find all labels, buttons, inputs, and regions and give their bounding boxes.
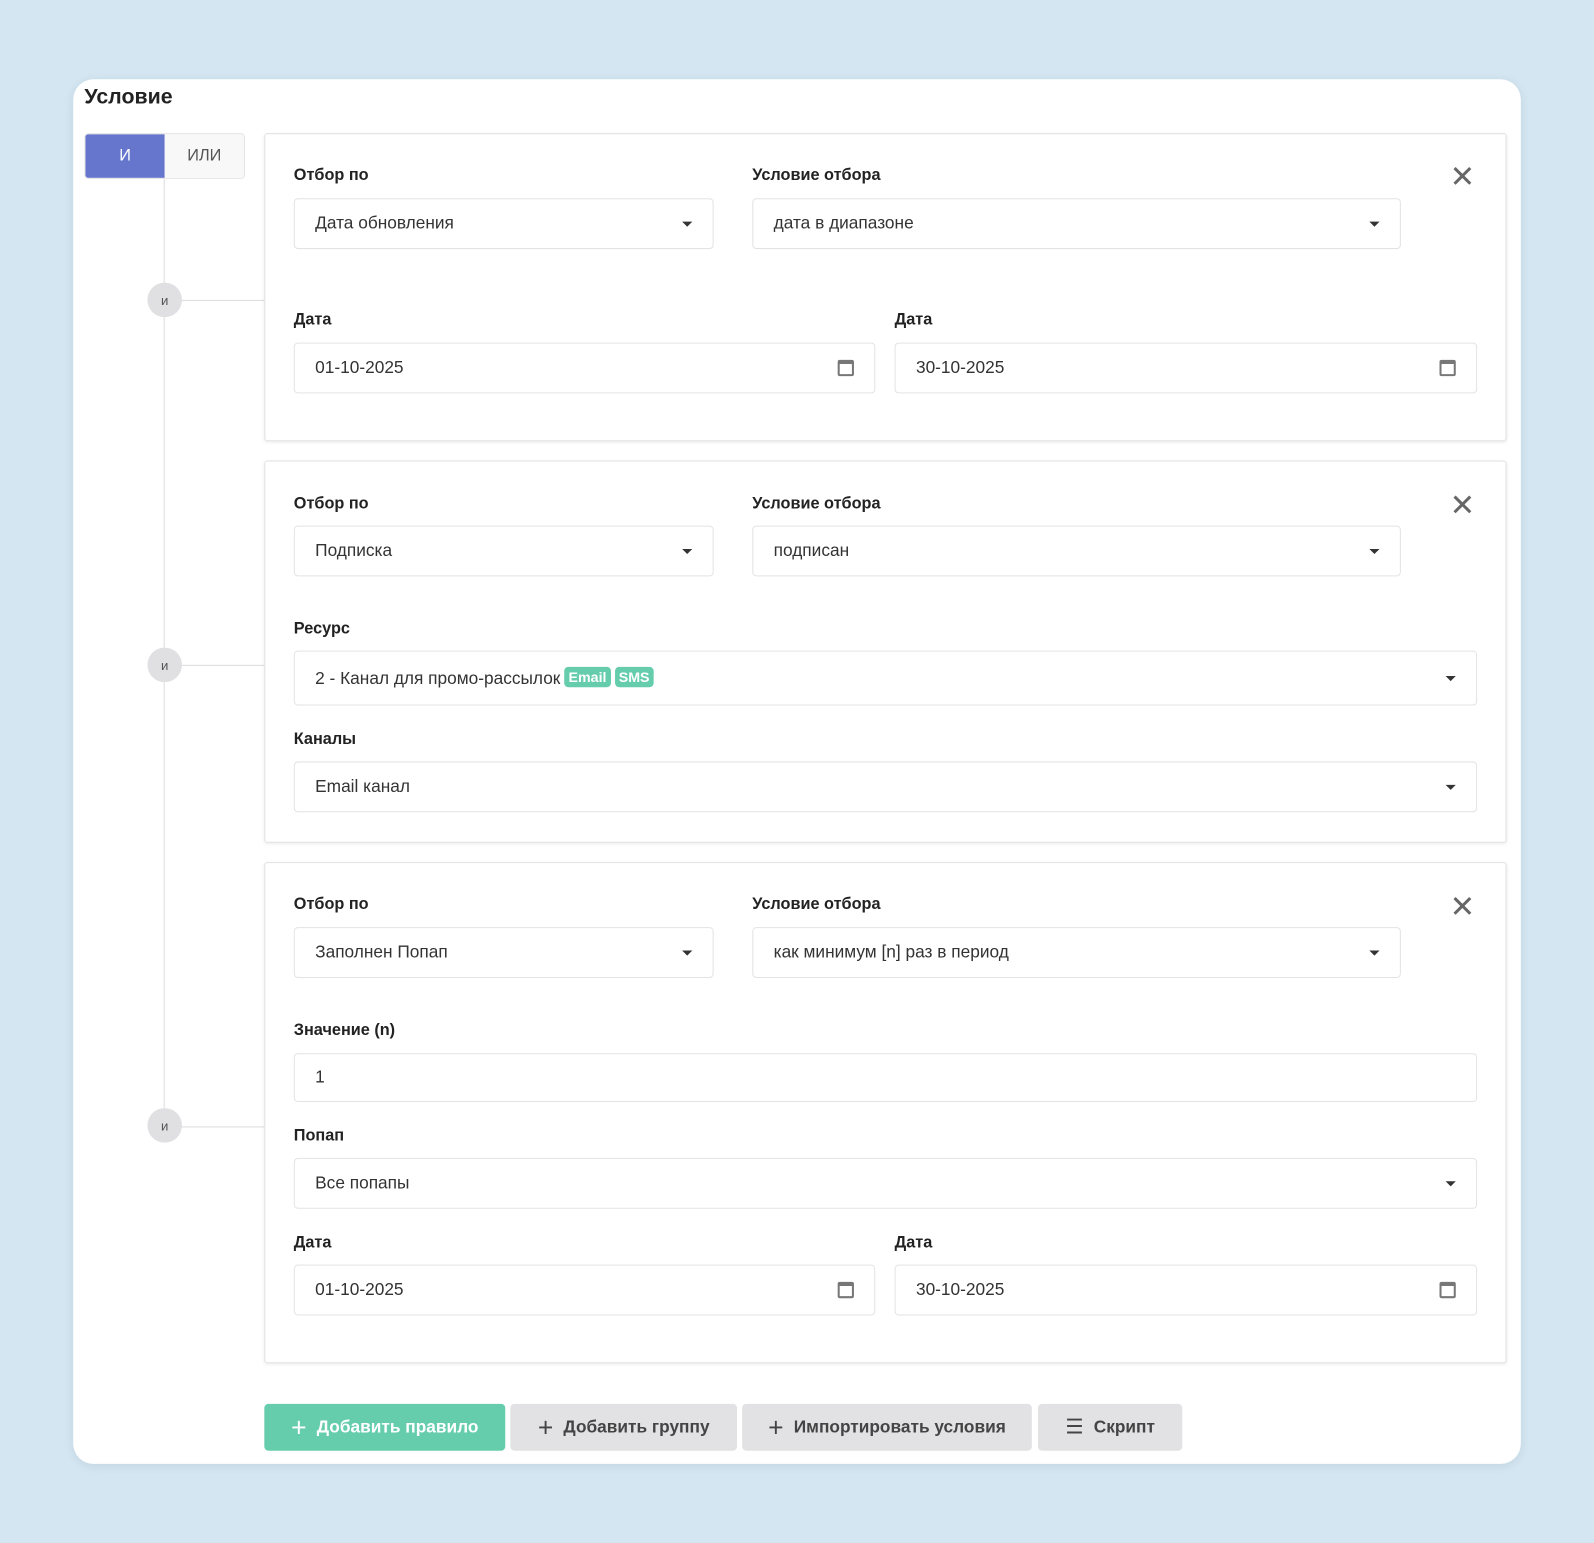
caret-down-icon bbox=[1369, 950, 1380, 956]
rule-panel-1 bbox=[264, 133, 1507, 442]
condition-select[interactable]: подписан bbox=[752, 525, 1401, 577]
logic-toggle[interactable]: И ИЛИ bbox=[84, 133, 246, 179]
tree-branch bbox=[180, 299, 265, 301]
plus-icon: + bbox=[768, 1412, 784, 1443]
plus-icon: + bbox=[537, 1412, 554, 1443]
filter-select[interactable]: Подписка bbox=[293, 525, 714, 577]
n-input[interactable]: 1 bbox=[293, 1053, 1478, 1102]
add-rule-button[interactable]: + Добавить правило bbox=[264, 1403, 506, 1451]
date-label: Дата bbox=[894, 311, 933, 329]
condition-value: как минимум [n] раз в период bbox=[773, 942, 1009, 962]
resource-select[interactable]: 2 - Канал для промо-рассылок Email SMS bbox=[293, 650, 1478, 706]
list-icon: ☰ bbox=[1065, 1416, 1084, 1439]
add-group-label: Добавить группу bbox=[563, 1417, 710, 1437]
resource-value: 2 - Канал для промо-рассылок Email SMS bbox=[315, 666, 1445, 689]
date-label: Дата bbox=[293, 311, 332, 329]
filter-value: Подписка bbox=[315, 540, 393, 561]
resource-label: Ресурс bbox=[293, 620, 350, 638]
caret-down-icon bbox=[1369, 221, 1380, 227]
channels-value: Email канал bbox=[315, 776, 410, 796]
calendar-icon[interactable] bbox=[1439, 1281, 1456, 1299]
date-value: 01-10-2025 bbox=[315, 1279, 404, 1300]
date-from-input[interactable]: 01-10-2025 bbox=[293, 342, 876, 394]
date-label: Дата bbox=[894, 1234, 933, 1252]
channels-select[interactable]: Email канал bbox=[293, 761, 1478, 813]
script-label: Скрипт bbox=[1093, 1417, 1155, 1437]
sms-badge: SMS bbox=[614, 666, 654, 688]
condition-select[interactable]: как минимум [n] раз в период bbox=[752, 927, 1401, 978]
import-conditions-button[interactable]: + Импортировать условия bbox=[742, 1403, 1032, 1451]
filter-select[interactable]: Заполнен Попап bbox=[293, 927, 714, 978]
calendar-icon[interactable] bbox=[1439, 359, 1456, 377]
add-rule-label: Добавить правило bbox=[316, 1417, 479, 1437]
close-icon[interactable]: ✕ bbox=[1449, 488, 1476, 523]
popup-value: Все попапы bbox=[315, 1173, 410, 1193]
filter-label: Отбор по bbox=[293, 895, 369, 913]
condition-label: Условие отбора bbox=[752, 895, 881, 913]
page-title: Условие bbox=[84, 85, 173, 109]
script-button[interactable]: ☰ Скрипт bbox=[1037, 1403, 1183, 1451]
caret-down-icon bbox=[1445, 675, 1456, 681]
toggle-or[interactable]: ИЛИ bbox=[164, 134, 244, 178]
condition-value: подписан bbox=[773, 540, 850, 561]
condition-select[interactable]: дата в диапазоне bbox=[752, 198, 1401, 250]
n-label: Значение (n) bbox=[293, 1021, 396, 1039]
email-badge: Email bbox=[564, 666, 611, 688]
condition-label: Условие отбора bbox=[752, 495, 881, 513]
channels-label: Каналы bbox=[293, 730, 357, 749]
caret-down-icon bbox=[682, 950, 693, 956]
caret-down-icon bbox=[1369, 548, 1380, 554]
tree-branch bbox=[180, 1126, 265, 1128]
date-label: Дата bbox=[293, 1234, 332, 1252]
calendar-icon[interactable] bbox=[837, 1281, 854, 1299]
filter-select[interactable]: Дата обновления bbox=[293, 198, 714, 250]
condition-label: Условие отбора bbox=[752, 166, 881, 185]
close-icon[interactable]: ✕ bbox=[1449, 160, 1476, 195]
condition-value: дата в диапазоне bbox=[773, 213, 914, 233]
date-to-input[interactable]: 30-10-2025 bbox=[894, 342, 1478, 394]
filter-label: Отбор по bbox=[293, 495, 369, 513]
add-group-button[interactable]: + Добавить группу bbox=[510, 1403, 738, 1451]
filter-value: Дата обновления bbox=[315, 213, 454, 233]
plus-icon: + bbox=[291, 1412, 307, 1443]
date-to-input[interactable]: 30-10-2025 bbox=[894, 1264, 1478, 1316]
calendar-icon[interactable] bbox=[837, 359, 854, 377]
filter-value: Заполнен Попап bbox=[315, 942, 448, 962]
caret-down-icon bbox=[682, 221, 693, 227]
tree-branch bbox=[180, 664, 265, 666]
toggle-and[interactable]: И bbox=[85, 134, 165, 178]
close-icon[interactable]: ✕ bbox=[1449, 890, 1476, 925]
date-from-input[interactable]: 01-10-2025 bbox=[293, 1264, 876, 1316]
resource-text: 2 - Канал для промо-рассылок bbox=[315, 668, 561, 689]
caret-down-icon bbox=[682, 548, 693, 554]
connector-and: и bbox=[147, 647, 182, 683]
import-label: Импортировать условия bbox=[793, 1417, 1006, 1437]
n-value: 1 bbox=[315, 1067, 325, 1087]
popup-label: Попап bbox=[293, 1127, 345, 1145]
filter-label: Отбор по bbox=[293, 166, 369, 185]
popup-select[interactable]: Все попапы bbox=[293, 1157, 1478, 1209]
date-value: 30-10-2025 bbox=[915, 1279, 1005, 1300]
date-value: 30-10-2025 bbox=[915, 357, 1005, 378]
connector-and: и bbox=[147, 1108, 182, 1143]
connector-and: и bbox=[147, 282, 182, 318]
caret-down-icon bbox=[1445, 784, 1456, 790]
date-value: 01-10-2025 bbox=[315, 357, 404, 378]
caret-down-icon bbox=[1445, 1180, 1456, 1186]
